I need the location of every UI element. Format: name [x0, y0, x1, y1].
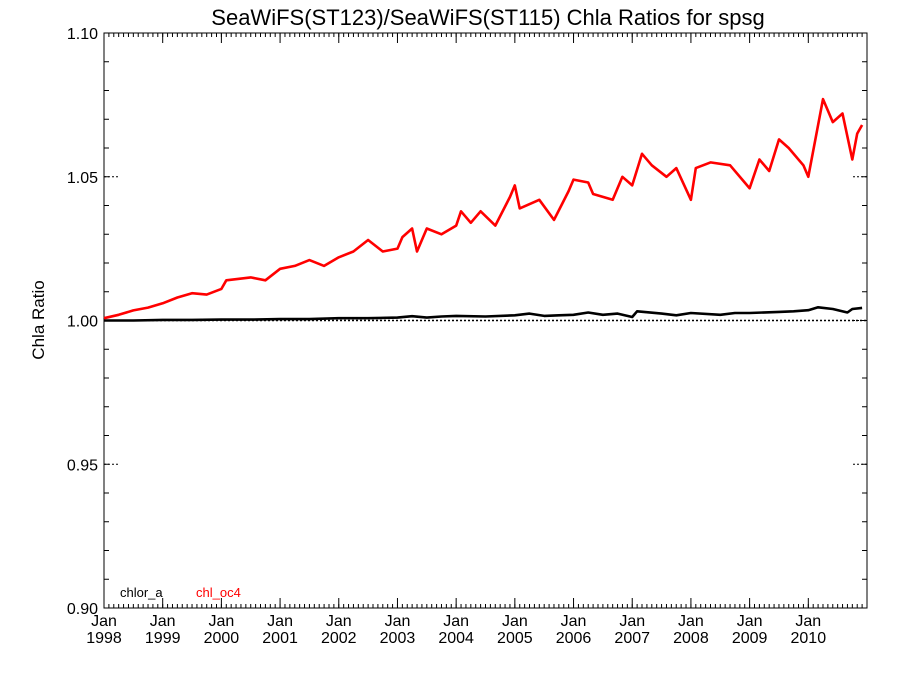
y-tick-label: 0.90 — [67, 601, 98, 618]
x-tick-label-year: 2001 — [262, 630, 298, 647]
x-tick-label-month: Jan — [795, 613, 821, 630]
x-tick-label-year: 2008 — [673, 630, 709, 647]
legend-entry-chl-oc4: chl_oc4 — [196, 585, 241, 600]
legend-entry-chlor-a: chlor_a — [120, 585, 163, 600]
x-tick-label-month: Jan — [267, 613, 293, 630]
x-tick-label-month: Jan — [385, 613, 411, 630]
x-tick-label-month: Jan — [561, 613, 587, 630]
plot-area: 0.900.951.001.051.10Jan1998Jan1999Jan200… — [67, 26, 868, 647]
y-tick-label: 0.95 — [67, 457, 98, 474]
chart-title: SeaWiFS(ST123)/SeaWiFS(ST115) Chla Ratio… — [211, 5, 764, 30]
x-tick-label-year: 1999 — [145, 630, 181, 647]
x-tick-label-year: 2007 — [614, 630, 650, 647]
x-tick-label-year: 2010 — [791, 630, 827, 647]
x-tick-label-month: Jan — [737, 613, 763, 630]
x-tick-label-month: Jan — [91, 613, 117, 630]
x-tick-label-month: Jan — [326, 613, 352, 630]
x-tick-label-year: 2003 — [380, 630, 416, 647]
x-tick-label-year: 2002 — [321, 630, 357, 647]
x-tick-label-month: Jan — [150, 613, 176, 630]
x-tick-label-year: 2004 — [438, 630, 474, 647]
x-tick-label-month: Jan — [502, 613, 528, 630]
y-axis-label: Chla Ratio — [29, 280, 48, 359]
x-tick-label-year: 2005 — [497, 630, 533, 647]
series-line-chl-oc4 — [103, 97, 864, 320]
x-tick-label-month: Jan — [208, 613, 234, 630]
x-tick-label-year: 2006 — [556, 630, 592, 647]
series-line-chlor-a — [104, 305, 863, 322]
x-tick-label-month: Jan — [619, 613, 645, 630]
y-tick-label: 1.10 — [67, 26, 98, 43]
x-tick-label-month: Jan — [443, 613, 469, 630]
x-tick-label-year: 2009 — [732, 630, 768, 647]
x-tick-label-year: 1998 — [86, 630, 122, 647]
x-tick-label-month: Jan — [678, 613, 704, 630]
x-tick-label-year: 2000 — [204, 630, 240, 647]
y-tick-label: 1.05 — [67, 170, 98, 187]
y-tick-label: 1.00 — [67, 314, 98, 331]
